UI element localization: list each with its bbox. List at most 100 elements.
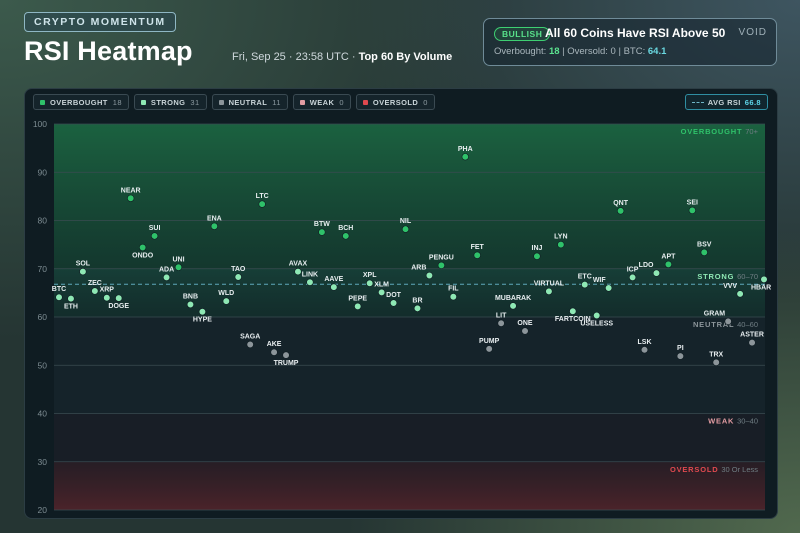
point-eth xyxy=(67,295,75,303)
point-lit-label: LIT xyxy=(496,312,507,319)
point-ondo-label: ONDO xyxy=(132,253,154,260)
point-wif xyxy=(605,284,613,292)
point-inj xyxy=(533,252,541,260)
point-btc-label: BTC xyxy=(52,286,66,293)
point-sui xyxy=(150,232,159,240)
point-hype-label: HYPE xyxy=(193,317,212,324)
status-summary: Overbought: 18 | Oversold: 0 | BTC: 64.1 xyxy=(494,46,666,57)
point-icp-label: ICP xyxy=(627,266,639,273)
point-br xyxy=(413,304,422,312)
zone-band-weak xyxy=(54,413,765,462)
point-btw-label: BTW xyxy=(314,221,330,228)
oversold-text: | Oversold: 0 | BTC: xyxy=(562,46,646,57)
page-title: RSI Heatmap xyxy=(24,36,193,66)
point-pha xyxy=(461,153,469,161)
point-ondo xyxy=(139,243,147,252)
point-near-label: NEAR xyxy=(121,187,141,194)
legend-neutral-label: NEUTRAL xyxy=(228,97,268,107)
point-fet-label: FET xyxy=(471,244,485,251)
legend-weak-count: 0 xyxy=(339,97,344,107)
y-tick-label: 50 xyxy=(38,360,48,370)
legend-oversold-label: OVERSOLD xyxy=(372,97,419,107)
zone-band-strong xyxy=(54,268,765,317)
point-wld-label: WLD xyxy=(218,290,234,297)
y-tick-label: 100 xyxy=(33,119,47,129)
datetime-text: Fri, Sep 25 · 23:58 UTC xyxy=(232,51,349,63)
point-pha-label: PHA xyxy=(458,146,473,153)
point-wld xyxy=(222,297,230,305)
point-ena xyxy=(210,222,218,230)
point-zec-label: ZEC xyxy=(88,280,102,287)
point-xrp-label: XRP xyxy=(100,287,115,294)
point-inj-label: INJ xyxy=(532,245,543,252)
avg-rsi-value: 66.8 xyxy=(744,97,761,107)
point-trx xyxy=(712,358,720,366)
subtitle-separator: · xyxy=(348,51,359,63)
point-hbar-label: HBAR xyxy=(751,284,771,291)
point-icp xyxy=(628,273,637,282)
point-fil xyxy=(449,293,457,301)
point-sei-label: SEI xyxy=(687,199,698,206)
point-sol-label: SOL xyxy=(76,261,91,268)
point-pump xyxy=(485,345,493,353)
point-nil-label: NIL xyxy=(400,218,412,225)
subtitle: Fri, Sep 25 · 23:58 UTC · Top 60 By Volu… xyxy=(232,51,452,63)
point-ltc-label: LTC xyxy=(256,193,269,200)
point-link-label: LINK xyxy=(302,271,318,278)
point-btw xyxy=(318,228,326,236)
legend-neutral-swatch xyxy=(218,99,224,105)
legend-weak-swatch xyxy=(299,99,305,105)
legend-overbought-swatch xyxy=(40,99,45,105)
point-arb xyxy=(425,271,434,280)
y-tick-label: 90 xyxy=(38,167,48,177)
point-ena-label: ENA xyxy=(207,215,222,222)
point-dot-label: DOT xyxy=(386,292,402,299)
point-saga-label: SAGA xyxy=(240,334,260,341)
zone-label-overbought: OVERBOUGHT 70+ xyxy=(681,127,759,136)
point-uni xyxy=(174,263,183,271)
point-lyn xyxy=(557,241,565,249)
point-virtual-label: VIRTUAL xyxy=(534,280,565,287)
point-pi-label: PI xyxy=(677,345,684,352)
point-lsk-label: LSK xyxy=(638,339,652,346)
point-pepe-label: PEPE xyxy=(348,295,367,302)
avg-line-swatch xyxy=(691,101,704,103)
point-bch xyxy=(342,232,350,240)
point-doge xyxy=(115,294,123,302)
point-apt xyxy=(664,260,673,269)
point-lsk xyxy=(640,346,649,354)
point-fartcoin-label: FARTCOIN xyxy=(555,316,591,323)
avg-rsi-label: AVG RSI xyxy=(707,97,741,107)
point-trump-label: TRUMP xyxy=(274,360,299,367)
status-card: BULLISH All 60 Coins Have RSI Above 50 V… xyxy=(483,18,777,66)
point-lit xyxy=(497,319,505,327)
legend-strong-label: STRONG xyxy=(150,97,186,107)
point-ake xyxy=(270,348,278,356)
point-vvv xyxy=(736,290,744,298)
point-pengu xyxy=(437,261,445,269)
zone-band-oversold xyxy=(54,461,765,510)
point-bsv xyxy=(700,248,708,256)
point-ada-label: ADA xyxy=(159,266,174,273)
point-mubarak-label: MUBARAK xyxy=(495,295,531,302)
point-ldo-label: LDO xyxy=(639,262,654,269)
zone-label-strong: STRONG 60–70 xyxy=(697,272,758,281)
legend-oversold-count: 0 xyxy=(423,97,428,107)
point-virtual xyxy=(545,287,553,296)
legend-neutral: NEUTRAL 11 xyxy=(211,94,288,110)
point-pengu-label: PENGU xyxy=(429,254,454,261)
point-etc-label: ETC xyxy=(578,274,592,281)
y-tick-label: 70 xyxy=(38,264,48,274)
point-fil-label: FIL xyxy=(448,286,459,293)
status-headline: All 60 Coins Have RSI Above 50 xyxy=(545,26,726,40)
point-nil xyxy=(401,225,410,233)
point-br-label: BR xyxy=(412,297,422,304)
point-hbar xyxy=(760,275,768,283)
legend-strong-count: 31 xyxy=(190,97,200,107)
point-aster-label: ASTER xyxy=(740,332,764,339)
point-pump-label: PUMP xyxy=(479,338,500,345)
overbought-label: Overbought: xyxy=(494,46,547,57)
legend-overbought-label: OVERBOUGHT xyxy=(50,97,108,107)
point-btc xyxy=(55,293,63,301)
point-bnb-label: BNB xyxy=(183,293,198,300)
